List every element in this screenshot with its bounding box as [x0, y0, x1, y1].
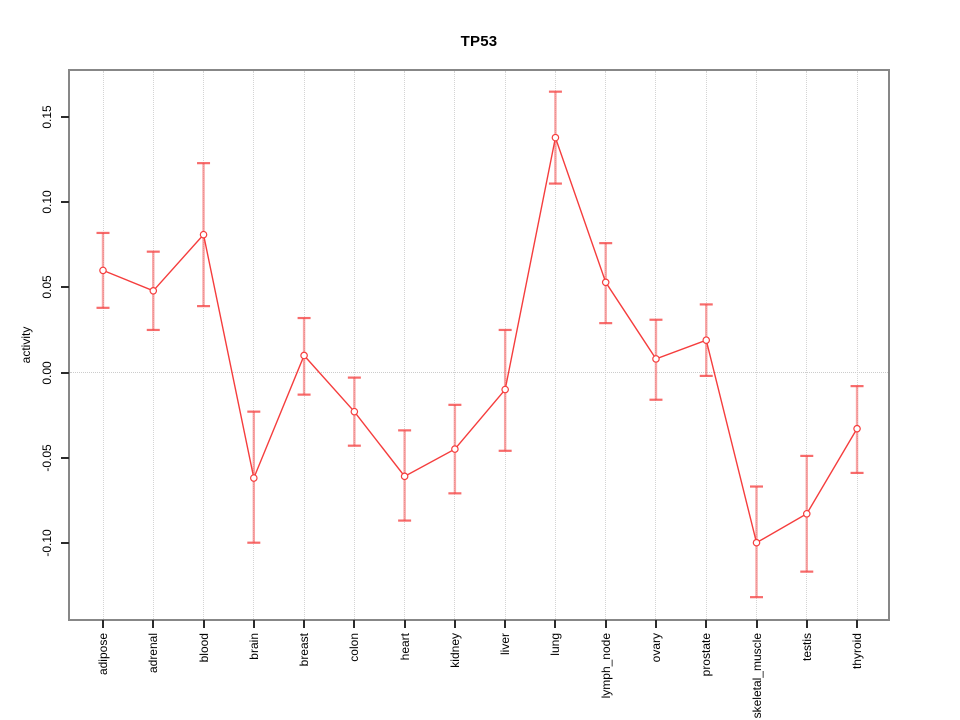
y-tick-0.05	[61, 286, 69, 289]
data-point-ovary	[652, 355, 660, 363]
gridline-blood	[203, 71, 205, 619]
x-tick-breast	[303, 620, 306, 628]
x-tick-colon	[353, 620, 356, 628]
y-tick-label-0.05: 0.05	[40, 275, 54, 300]
y-tick-label-0.15: 0.15	[40, 105, 54, 129]
x-tick-label-lung: lung	[548, 633, 563, 656]
gridline-colon	[353, 71, 355, 619]
x-tick-label-kidney: kidney	[447, 633, 462, 668]
y-tick-label-0.00: 0.00	[40, 360, 54, 385]
x-tick-label-lymph_node: lymph_node	[598, 633, 613, 699]
y-tick-0.15	[61, 116, 69, 119]
data-point-lymph_node	[601, 278, 610, 287]
y-tick--0.05	[61, 456, 69, 459]
x-tick-label-colon: colon	[347, 633, 362, 662]
activity-line	[102, 134, 858, 544]
x-tick-label-adrenal: adrenal	[146, 633, 161, 674]
x-tick-testis	[805, 620, 808, 628]
y-tick-0.00	[61, 371, 69, 374]
x-tick-label-heart: heart	[397, 633, 412, 661]
data-point-blood	[199, 230, 208, 239]
x-tick-skeletal_muscle	[755, 620, 758, 628]
gridline-brain	[253, 71, 255, 619]
x-tick-label-brain: brain	[246, 633, 261, 660]
x-tick-label-ovary: ovary	[648, 633, 663, 663]
gridline-thyroid	[856, 71, 858, 619]
gridline-kidney	[454, 71, 456, 619]
x-tick-adrenal	[152, 620, 155, 628]
gridline-testis	[806, 71, 808, 619]
x-tick-blood	[202, 620, 205, 628]
x-tick-lymph_node	[604, 620, 607, 628]
data-point-brain	[250, 474, 258, 482]
data-point-thyroid	[853, 424, 861, 433]
y-tick-label-0.10: 0.10	[40, 190, 54, 214]
x-tick-lung	[554, 620, 557, 628]
x-tick-label-adipose: adipose	[96, 633, 110, 676]
x-tick-prostate	[705, 620, 708, 628]
gridline-lung	[554, 71, 556, 619]
data-point-breast	[300, 351, 308, 360]
data-point-adrenal	[149, 287, 158, 295]
data-point-liver	[501, 385, 509, 394]
chart-title: TP53	[460, 33, 498, 50]
gridline-lymph_node	[605, 71, 607, 619]
x-tick-label-blood: blood	[196, 633, 211, 663]
data-point-prostate	[702, 336, 711, 344]
data-point-adipose	[99, 266, 107, 275]
x-tick-liver	[504, 620, 507, 628]
gridline-heart	[404, 71, 406, 619]
x-tick-label-prostate: prostate	[699, 633, 714, 677]
y-tick-0.10	[61, 201, 69, 204]
data-point-lung	[551, 133, 560, 142]
plot-area	[68, 69, 890, 621]
x-tick-adipose	[102, 620, 104, 628]
y-tick-label--0.05: -0.05	[40, 443, 54, 472]
x-tick-label-thyroid: thyroid	[850, 633, 865, 670]
gridline-adrenal	[152, 71, 154, 619]
x-tick-label-testis: testis	[799, 633, 814, 662]
x-tick-kidney	[453, 620, 456, 628]
series-layer	[96, 90, 864, 599]
gridline-adipose	[102, 71, 104, 619]
zero-reference-line	[70, 372, 888, 373]
data-point-testis	[802, 509, 811, 518]
data-point-colon	[350, 407, 359, 416]
x-tick-label-skeletal_muscle: skeletal_muscle	[749, 633, 764, 719]
y-tick--0.10	[61, 541, 69, 544]
x-tick-ovary	[654, 620, 657, 628]
x-tick-thyroid	[856, 620, 859, 628]
data-point-skeletal_muscle	[752, 538, 761, 547]
x-tick-label-breast: breast	[297, 633, 312, 667]
x-tick-brain	[252, 620, 255, 628]
data-point-kidney	[451, 445, 459, 453]
x-tick-label-liver: liver	[498, 633, 513, 656]
y-tick-label--0.10: -0.10	[40, 529, 54, 557]
data-point-heart	[400, 472, 409, 481]
gridline-skeletal_muscle	[756, 71, 757, 619]
y-axis-title: activity	[19, 326, 33, 364]
x-tick-heart	[403, 620, 406, 628]
